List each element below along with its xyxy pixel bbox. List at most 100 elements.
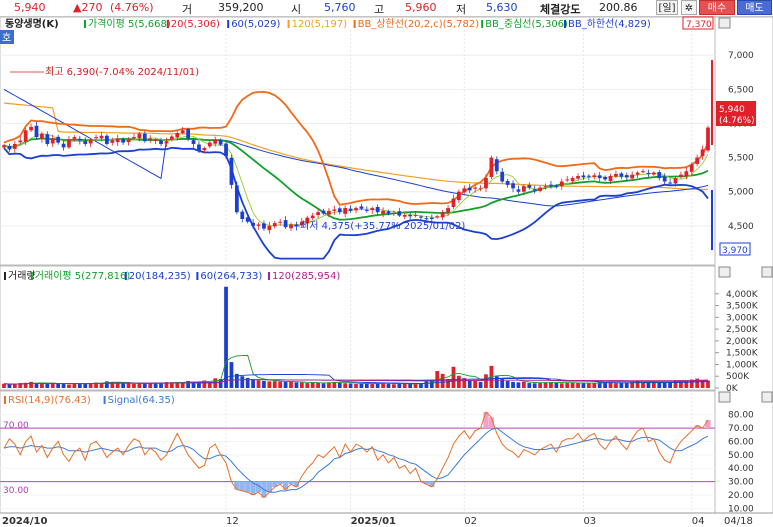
price-panel-menu-button[interactable] [718, 17, 731, 29]
legend-swatch [353, 20, 356, 28]
volume-bar [478, 381, 483, 388]
volume-bar [375, 382, 380, 388]
candle-body [429, 217, 434, 220]
volume-bar [245, 377, 250, 388]
volume-bar [457, 375, 461, 388]
x-tick-label: 04 [692, 516, 705, 527]
axis-min-tag [719, 242, 751, 256]
candle-body [99, 135, 104, 139]
rsi-tick-label: 30.00 [728, 478, 754, 488]
volume-bar [608, 382, 613, 388]
legend-label: 120(285,954) [272, 271, 340, 282]
rsi-oversold-fill [288, 481, 294, 485]
sell-button[interactable]: 매도 [737, 0, 772, 15]
candle-body [624, 175, 629, 178]
rsi-oversold-fill [255, 481, 262, 493]
legend-swatch [124, 272, 127, 280]
volume-tick-label: 4,000K [726, 290, 759, 300]
axis-ticks: 7,0006,5006,0005,5005,0004,5004,000K3,50… [2, 51, 759, 527]
volume-bar [673, 381, 678, 388]
candle-body [532, 189, 537, 191]
volume-bar [527, 383, 532, 388]
volume-panel-close-button[interactable] [761, 266, 773, 278]
volume-bar [586, 383, 591, 388]
price-tick-label: 7,000 [728, 51, 754, 61]
volume-bar [386, 383, 391, 388]
candle-body [77, 138, 82, 141]
candle-body [186, 129, 191, 139]
volume-bar [695, 378, 700, 388]
volume-bar [142, 383, 147, 388]
volume-bar [110, 381, 115, 388]
price-tick-label: 5,000 [728, 188, 754, 198]
candle-body [419, 216, 423, 218]
legend-swatch [196, 272, 199, 280]
volume-panel-menu-button[interactable] [718, 266, 731, 278]
candle-body [56, 136, 61, 143]
candle-body [121, 139, 126, 143]
volume-bar [256, 380, 261, 388]
candle-body [105, 135, 109, 144]
volume-bar [332, 381, 337, 388]
ho-tag-label: 호 [2, 32, 11, 44]
x-tick-label: 12 [226, 516, 239, 527]
legend-label: RSI(14,9)(76.43) [8, 395, 91, 406]
ho-tag[interactable] [0, 30, 14, 44]
rsi-overbought-fill [483, 412, 489, 429]
volume-bar [337, 382, 342, 388]
quote-header: 5,940 ▲270 (4.76%) 거 359,200 시 5,760 고 5… [0, 0, 773, 17]
candle-body [619, 173, 624, 177]
price-change-pct: (4.76%) [110, 1, 154, 14]
rsi-overbought-fill [705, 420, 711, 429]
candle-body [408, 214, 413, 217]
volume-bar [61, 383, 66, 388]
volume-bar [202, 380, 207, 388]
volume-tick-label: 3,000K [726, 313, 759, 323]
volume-bar [289, 381, 293, 388]
volume-bar [706, 380, 710, 388]
candle-body [316, 212, 320, 216]
rsi-line [3, 411, 709, 499]
candle-body [278, 221, 283, 223]
rsi-oversold-fill [283, 481, 289, 490]
candle-body [511, 183, 515, 189]
volume-tick-label: 500K [726, 372, 750, 382]
candle-body [175, 133, 180, 138]
volume-bar [684, 380, 689, 388]
candle-body [549, 184, 553, 186]
price-tick-label: 6,500 [728, 85, 754, 95]
volume-bar [132, 383, 136, 388]
candle-body [289, 224, 293, 229]
legend-swatch [287, 20, 290, 28]
candle-body [706, 127, 710, 151]
candle-body [413, 214, 418, 216]
volume-bar [565, 383, 570, 388]
volume-bar [88, 383, 93, 388]
rsi-panel-menu-button[interactable] [718, 391, 731, 403]
candle-body [294, 224, 299, 227]
rsi-oversold-fill [423, 481, 429, 485]
buy-button[interactable]: 매수 [699, 0, 735, 15]
volume-bar [651, 382, 656, 388]
rsi-oversold-fill [293, 481, 300, 487]
volume-bar [34, 383, 39, 388]
volume-bar [381, 383, 385, 388]
candle-body [180, 130, 185, 134]
candle-body [34, 125, 39, 138]
period-button[interactable]: [일] [656, 0, 678, 15]
volume-bar [646, 382, 651, 388]
gear-icon[interactable]: ✲ [681, 0, 697, 15]
axis-max-tag [682, 16, 714, 30]
rsi-panel-close-button[interactable] [761, 391, 773, 403]
price-tick-label: 4,500 [728, 222, 754, 232]
candle-body [18, 140, 23, 143]
candle-body [267, 225, 272, 231]
volume-bar [408, 383, 413, 388]
volume-bar [164, 382, 169, 388]
rsi-tick-label: 50.00 [728, 451, 754, 461]
volume-bar [668, 381, 672, 388]
volume-bar [186, 380, 191, 388]
rsi-tick-label: 20.00 [728, 491, 754, 501]
